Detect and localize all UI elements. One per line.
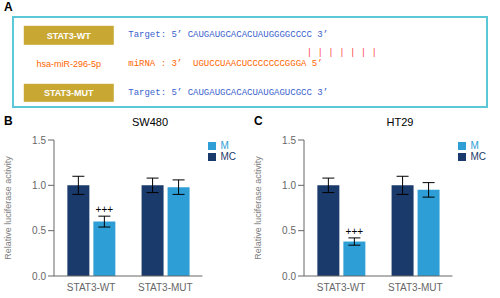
html-text:M: M [470,140,479,151]
svg-text:+++: +++ [346,226,364,237]
html-text:Target: 5’ CAUGAUGCACACUAUGAGU: Target: 5’ CAUGAUGCACACUAUGAGUCGCC 3’ [128,87,329,98]
svg-text:0.5: 0.5 [32,225,46,236]
svg-text:0.0: 0.0 [32,271,46,282]
html-text:MC: MC [470,151,486,162]
html-text:C: C [254,114,263,128]
svg-text:0.5: 0.5 [282,225,296,236]
svg-text:STAT3-MUT: STAT3-MUT [138,282,193,293]
svg-text:STAT3-MUT: STAT3-MUT [388,282,443,293]
html-text:B: B [4,114,13,128]
html-text:SW480: SW480 [132,116,168,128]
html-text:A: A [4,0,13,14]
html-text:M: M [220,140,229,151]
html-text:HT29: HT29 [386,116,414,128]
svg-text:1.5: 1.5 [32,135,46,146]
svg-text:Relative luciferase activity: Relative luciferase activity [253,156,263,260]
html-text:STAT3-WT: STAT3-WT [46,30,91,41]
svg-text:1.5: 1.5 [282,135,296,146]
svg-text:STAT3-WT: STAT3-WT [67,282,116,293]
svg-text:Relative luciferase activity: Relative luciferase activity [8,156,13,260]
svg-text:0.0: 0.0 [282,271,296,282]
html-text:hsa-miR-296-5p: hsa-miR-296-5p [36,59,101,69]
svg-text:+++: +++ [96,204,114,215]
svg-text:STAT3-WT: STAT3-WT [317,282,366,293]
html-text:MC: MC [220,151,236,162]
svg-text:1.0: 1.0 [282,180,296,191]
svg-text:1.0: 1.0 [32,180,46,191]
html-text:STAT3-MUT: STAT3-MUT [43,87,94,98]
html-text:Target: 5’ CAUGAUGCACACUAUGGGG: Target: 5’ CAUGAUGCACACUAUGGGGCCCC 3’ [128,30,329,41]
html-text:miRNA : 3’ UGUCCUAACUCCCCCCCGG: miRNA : 3’ UGUCCUAACUCCCCCCCGGGA 5’ [128,59,323,69]
